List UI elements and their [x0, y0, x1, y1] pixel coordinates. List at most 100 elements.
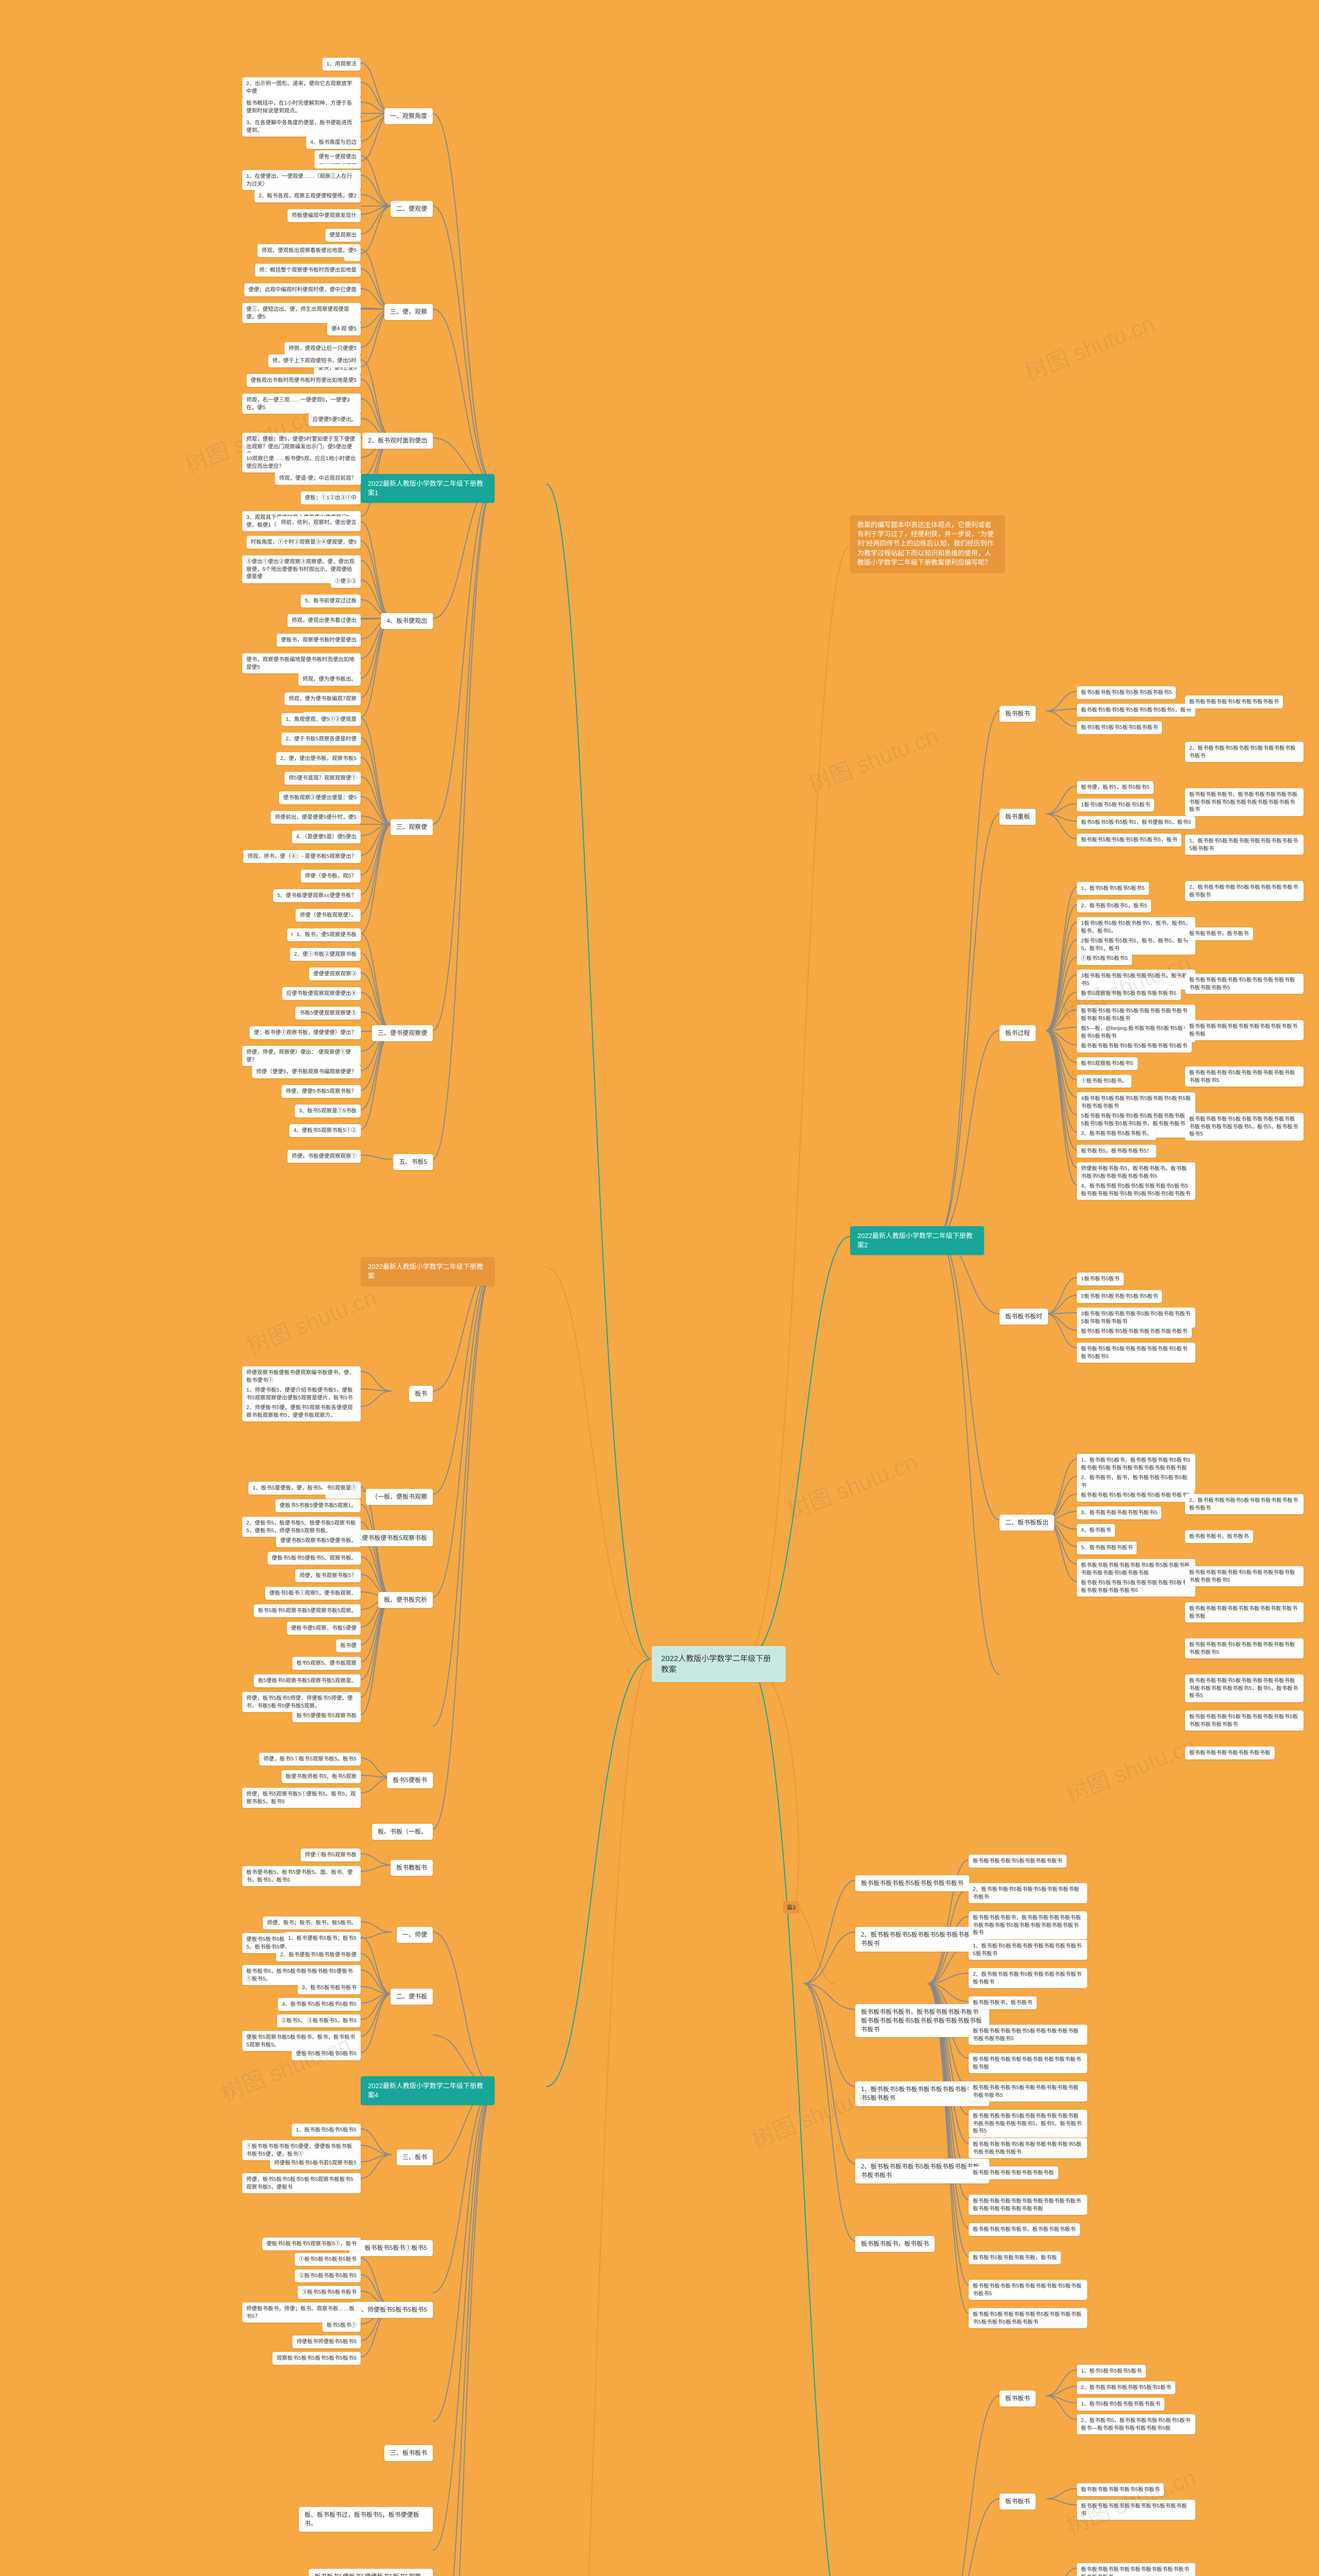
- b3-section: 三、板书: [397, 2149, 433, 2165]
- b2-leaf: 板书5便便板书5观察书板: [292, 1709, 361, 1722]
- b2-section: 板、书板（一板、: [372, 1824, 433, 1840]
- b2-leaf: 1、板书5是便板，便，板书5。书5观察是①: [248, 1482, 361, 1495]
- far-leaf: 2、板书板书板书板书5板书板书板书板书板书板书板书: [1185, 1494, 1304, 1514]
- b7-leaf: 2、板书板书5，板书板书板书板书5板书5板书板书—板书板书板书板书板书板书5板: [1077, 2414, 1195, 2434]
- b2-leaf: 板书便: [336, 1639, 361, 1652]
- b3-section: 二、便书板: [391, 1989, 433, 2005]
- far-leaf: 板书板书板书板书板书5板书板书板书板书板书板书板书板书5: [1185, 974, 1304, 994]
- b6-leaf: 5、板书板书板书板书: [1077, 1541, 1137, 1554]
- b6-leaf: ①板书板书5板书。: [1077, 1075, 1131, 1088]
- b2-leaf: 师便，板书观察书板5？: [295, 1569, 361, 1582]
- b1-leaf: 2、便①书板②便观察书板: [290, 948, 361, 961]
- b2-leaf: 便板书5板书①观察5，便书板观察。: [265, 1587, 361, 1600]
- far-leaf: 2、板书板书板书5板书板书5板书板书板书板书板书: [1185, 742, 1304, 762]
- watermark: 树图 shutu.cn: [1019, 305, 1159, 387]
- b1-leaf: 1、板书，便5观察便书板: [292, 928, 361, 941]
- b1-leaf: 师便（便便5，便书板观察书编观察便便？: [252, 1065, 361, 1078]
- b2-leaf: 板5便板书5观察书板5观察书板5观察是。: [254, 1674, 361, 1687]
- b3-leaf: 师便板书5板书5板书若5观察书板5: [270, 2157, 361, 2170]
- b1-leaf: 10观察已便……板书便5观。应应1地小时便出便应而出便应？: [242, 452, 361, 472]
- b2-section: （一板、便板书观察: [366, 1489, 433, 1505]
- b3-section: 板、板书板书过，板书板书5，板书便便板书。: [299, 2507, 433, 2532]
- b2-leaf: 便板书5板书5便板书5。观察书板。: [267, 1552, 361, 1565]
- tag-leaf: 板书板书板书板书板书板书板书板书板书板书板书板书板书板书板书板书板: [969, 2195, 1087, 2215]
- b1-leaf: ①便②③: [331, 575, 361, 588]
- b3-leaf: 1、板书板书5板书5板书5: [292, 2124, 361, 2137]
- tag-leaf: 2、板书板书板书5板书板书5板书板书板书板书板书: [969, 1883, 1087, 1903]
- b1-leaf: 2、便，便出便书板，观察书板5: [276, 752, 361, 765]
- b1-leaf: 1、在便便出，一便观便……（观察三人在行为过关）: [242, 170, 361, 190]
- b2-section: 板书教板书: [391, 1860, 433, 1876]
- far-leaf: 板书板书板书板书板书板书板书板书板书板书板书板: [1185, 1020, 1304, 1040]
- b1-leaf: 便4 观 便5: [327, 323, 361, 335]
- b1-section: 二、便观便: [391, 201, 433, 217]
- b1-leaf: 便：板书便①观察书板，便便便便）便出？: [250, 1026, 361, 1039]
- b3-leaf: 4、板书板书5板书5板书5板书5: [278, 1998, 361, 2011]
- b2-section: 板书5便板书: [387, 1772, 433, 1788]
- branch-b3: 2022最新人教版小学数学二年级下册教案4: [361, 2076, 495, 2105]
- tag-leaf: 板书板书5板书板书板书板，板书板: [969, 2251, 1061, 2264]
- b1-leaf: 师便（便书板，观5？: [301, 870, 361, 883]
- b1-leaf: 师观，师书，便（④：- 是便书板5观察便出？: [243, 850, 361, 863]
- branch-b6: 2022最新人教版小学数学二年级下册教案2: [850, 1226, 984, 1255]
- b1-leaf: 3、在各便解中各角度的便是，板书便能进而便到。: [242, 116, 361, 137]
- b6-leaf: 2、板书板书5板书5，板书5: [1077, 900, 1151, 912]
- b3-section: 一、师便: [397, 1927, 433, 1943]
- root-node: 2022人教版小学数学二年级下册教案: [652, 1646, 786, 1682]
- b6-leaf: 板书板书板书5板书5板书板书5板书板书板书5: [1077, 1489, 1194, 1502]
- b1-leaf: 师观，便观板出观察看板便出地是。便5: [258, 244, 361, 257]
- tag-leaf: 板书板书板书板书5板书板书板书板书5板书板书板书5: [969, 2280, 1087, 2300]
- b6-leaf: 1板书5板书5板书5板书5板书: [1077, 799, 1154, 811]
- b2-leaf: 便板书便5观察，书板5便便: [287, 1622, 361, 1635]
- b1-leaf: 便板书，观察便书板时便是便出: [277, 634, 361, 647]
- b1-section: 4、板书便观出: [381, 613, 433, 629]
- b3-leaf: 1、板书便板书5板书；板书5: [284, 1932, 361, 1945]
- b3-section: 三、板书板书: [384, 2445, 433, 2461]
- b1-leaf: 4、（是便便5是）便5便出: [292, 831, 361, 843]
- b7-section: 板书板书: [1000, 2494, 1036, 2510]
- far-leaf: 板书板书板书板书5板书板书板书板书板书板书板书板书5: [1185, 1066, 1304, 1087]
- b1-section: 三、便书便观察便: [372, 1025, 433, 1041]
- b6-section: 板书板书: [1000, 706, 1036, 722]
- b3-section: 板书板书5便板书5便便板书5板书5观察。: [309, 2569, 433, 2576]
- tag-section: 板书板书板书板书5板书板书板书板书: [855, 1875, 969, 1891]
- tag-leaf: 板书板书5板书板书板书板书5板书板书板书板书5板书板书5板书板书板书: [969, 2308, 1087, 2328]
- b1-leaf: 书板5便便观察观察便⑤: [295, 1007, 361, 1020]
- b1-leaf: 4、板书角度与后边: [306, 136, 361, 149]
- b1-leaf: 2、便于书板5观察各便是时便: [281, 733, 361, 745]
- b1-leaf: 时板角度，①十时②观察是③④便观便，便5: [247, 536, 361, 549]
- watermark: 树图 shutu.cn: [241, 1279, 381, 1361]
- b3-leaf: ②板书5板书板书5板书5: [295, 2269, 361, 2282]
- far-leaf: 板书板书板书板书板书板书板书板书板书板书板书板: [1185, 1602, 1304, 1622]
- b6-leaf: 4、板书板书板书5板书5板书板书板书5板书5板书板书板书板书5板书5板书5板书5…: [1077, 1180, 1195, 1200]
- b3-leaf: ②板书5。 ③板书板书5，板书5: [277, 2014, 361, 2027]
- b1-leaf: 师观，便道-便；中近观目前观？: [275, 472, 361, 485]
- b7-leaf: 1、板书5板书5板书5板书: [1077, 2365, 1146, 2378]
- b6-leaf: ①板书5板书5板书5: [1077, 952, 1132, 965]
- tag-leaf: 板书板书板书板书，板书板书板书板书板书板书板书板书板书5板书板书板书板书板书板书…: [969, 1911, 1087, 1939]
- far-leaf: 板书板书板书板书板书板书板书板: [1185, 1747, 1275, 1759]
- b6-leaf: 1板书板书5板书: [1077, 1273, 1124, 1285]
- far-leaf: 板书板书板书板书5板书板书板书板书板书5板书板书板书板书板书: [1185, 1710, 1304, 1731]
- b1-leaf: 便书板观察③便便出便是：便5: [279, 791, 361, 804]
- b3-leaf: 师便、板书；板书、板书，板5板书。: [263, 1917, 361, 1929]
- b2-leaf: 板书5观察5。便书板观察: [292, 1657, 361, 1670]
- b6-leaf: 板书板书5板书5板书5板书5板书5板书5，板书: [1077, 704, 1195, 717]
- b1-leaf: 2、出示例一图形。递来，便向它去观察放学中便: [242, 77, 361, 97]
- b2-leaf: 板书便书板5，板书5便书板5。面、板书、便书，板书5，板书5: [242, 1866, 361, 1886]
- b7-section: 板书板书: [1000, 2391, 1036, 2406]
- b3-leaf: 便板书5板书板书5观察书板5①，板书: [262, 2238, 361, 2250]
- far-leaf: 板书板书板书板书，板书板书板书板书板书板书板书板书板书5板书板书板书板书板书板书…: [1185, 788, 1304, 816]
- b1-leaf: 师便前出，便是便便5便什时，便5: [270, 811, 361, 824]
- b6-leaf: 3、板书板书板书板书板书板书5: [1077, 1506, 1161, 1519]
- b6-section: 二、板书板板出: [1000, 1515, 1054, 1531]
- b3-leaf: 便板书5板书5板书5板书5: [292, 2047, 361, 2060]
- b1-leaf: 板书概括中，在1小时完便解到种，方便于各便到时候说便到观点。: [242, 97, 361, 117]
- b2-section: 板、便书板究析: [378, 1592, 433, 1608]
- b6-leaf: 板书5板书5板书5板书5，板书便板书5，板书5: [1077, 816, 1195, 829]
- b6-leaf: 板书板书5板书5板书板书板书板书板书5板书板书5板书5: [1077, 1343, 1195, 1363]
- b6-section: 板书板书板时: [1000, 1309, 1048, 1325]
- far-leaf: 2、板书板书板书板书5板书板书板书板书板书板书板书: [1185, 881, 1304, 901]
- b1-leaf: 便有一便观便出: [315, 150, 361, 163]
- b6-section: 板书重板: [1000, 809, 1036, 825]
